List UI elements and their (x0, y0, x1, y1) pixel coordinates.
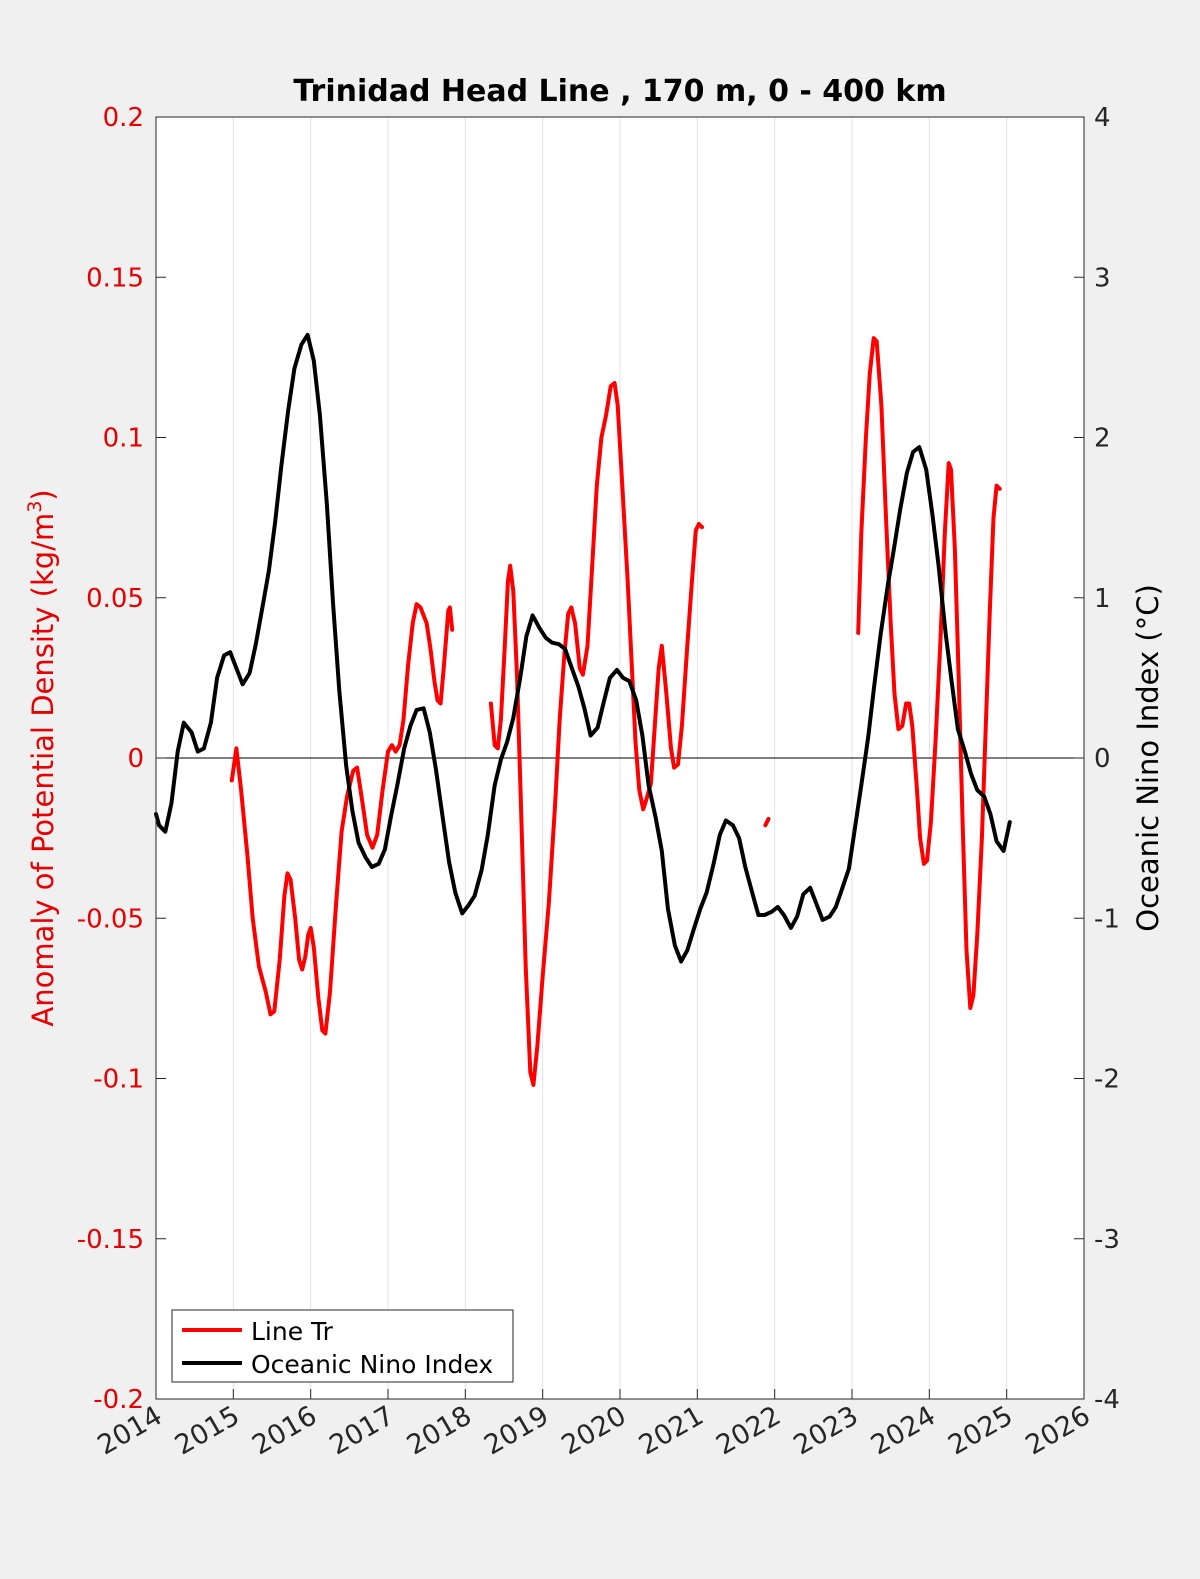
chart-title: Trinidad Head Line , 170 m, 0 - 400 km (293, 74, 946, 109)
y-right-tick-label: 4 (1094, 103, 1111, 133)
series-line-tr-segment-0 (229, 602, 455, 1036)
y-left-tick-label: -0.2 (93, 1385, 144, 1415)
y-right-tick-label: 3 (1094, 263, 1111, 293)
y-right-tick-label: 0 (1094, 744, 1111, 774)
x-tick-label: 2024 (866, 1400, 941, 1461)
y-left-tick-label: 0.05 (86, 584, 144, 614)
y-left-tick-label: -0.05 (77, 904, 144, 934)
y-left-tick-label: -0.15 (77, 1225, 144, 1255)
x-tick-label: 2018 (402, 1400, 477, 1461)
legend: Line Tr Oceanic Nino Index (171, 1309, 514, 1383)
y-axis-right-label: Oceanic Nino Index (°C) (1131, 584, 1165, 932)
y-axis-left-label-main: Anomaly of Potential Density (kg/m (26, 513, 60, 1027)
y-right-tick-label: -4 (1094, 1385, 1120, 1415)
y-right-tick-label: 2 (1094, 424, 1111, 454)
x-tick-label: 2022 (711, 1400, 786, 1461)
x-tick-label: 2020 (556, 1400, 631, 1461)
x-tick-label: 2015 (170, 1400, 245, 1461)
x-tick-label: 2026 (1020, 1400, 1095, 1461)
series-layer (154, 332, 1012, 1087)
y-left-tick-label: 0.15 (86, 263, 144, 293)
y-axis-left-label-sup: 3 (24, 501, 46, 513)
y-left-tick-label: 0.1 (103, 424, 144, 454)
series-line-tr-segment-3 (856, 336, 1002, 1010)
legend-label-line-tr: Line Tr (251, 1317, 334, 1346)
series-line-tr-segment-2 (763, 816, 771, 828)
legend-box (171, 1309, 514, 1383)
x-tick-label: 2016 (247, 1400, 322, 1461)
y-axis-left-label: Anomaly of Potential Density (kg/m3) (24, 489, 60, 1026)
series-oni-segment-0 (154, 332, 1012, 964)
y-right-tick-label: 1 (1094, 584, 1111, 614)
series-line-tr-segment-1 (488, 381, 704, 1087)
y-left-tick-label: 0.2 (103, 103, 144, 133)
x-tick-label: 2021 (634, 1400, 709, 1461)
x-tick-label: 2023 (788, 1400, 863, 1461)
legend-label-oni: Oceanic Nino Index (251, 1350, 493, 1379)
y-left-tick-label: 0 (127, 744, 144, 774)
y-right-tick-label: -1 (1094, 904, 1120, 934)
y-left-tick-label: -0.1 (93, 1065, 144, 1095)
x-tick-label: 2025 (943, 1400, 1018, 1461)
y-axis-left-label-close: ) (26, 489, 60, 500)
x-tick-label: 2017 (324, 1400, 399, 1461)
x-tick-label: 2019 (479, 1400, 554, 1461)
y-right-tick-label: -3 (1094, 1225, 1120, 1255)
y-right-tick-label: -2 (1094, 1065, 1120, 1095)
